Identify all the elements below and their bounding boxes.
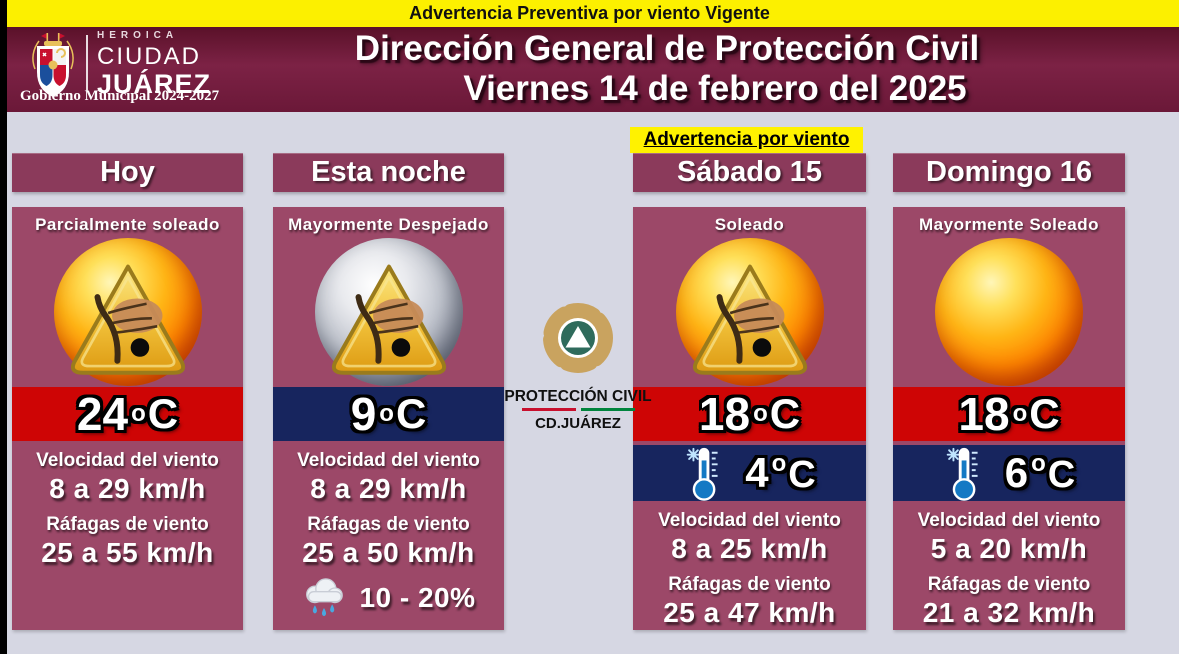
low-temp-band: 4 oC bbox=[633, 445, 866, 501]
logo-title: PROTECCIÓN CIVIL bbox=[504, 388, 652, 405]
temp-unit: C bbox=[1047, 454, 1076, 496]
wind-speed-label: Velocidad del viento bbox=[658, 510, 841, 531]
high-temp-band: 18 o C bbox=[633, 387, 866, 441]
weather-icon-area bbox=[893, 237, 1125, 387]
gust-value: 25 a 47 km/h bbox=[663, 597, 836, 628]
gust-value: 21 a 32 km/h bbox=[922, 597, 1096, 628]
page-header: HEROICA CIUDAD JUÁREZ Gobierno Municipal… bbox=[0, 27, 1179, 112]
tab-domingo-16: Domingo 16 bbox=[893, 153, 1125, 192]
wind-warning-icon bbox=[683, 260, 817, 382]
low-temp-value: 4 bbox=[745, 449, 769, 496]
wind-speed-value: 8 a 29 km/h bbox=[310, 473, 467, 504]
temp-value: 18 bbox=[958, 388, 1010, 440]
condition-text: Mayormente Soleado bbox=[919, 215, 1099, 234]
wind-speed-value: 8 a 25 km/h bbox=[671, 533, 828, 564]
weather-icon-area bbox=[273, 237, 504, 387]
degree-symbol: o bbox=[753, 400, 768, 427]
tab-esta-noche: Esta noche bbox=[273, 153, 504, 192]
temp-unit: C bbox=[147, 390, 179, 437]
wind-speed-label: Velocidad del viento bbox=[297, 450, 480, 471]
tab-sabado-15: Sábado 15 bbox=[633, 153, 866, 192]
brand-heroica: HEROICA bbox=[97, 30, 179, 41]
high-temp-band: 18 o C bbox=[893, 387, 1125, 441]
page-title: Dirección General de Protección Civil Vi… bbox=[215, 29, 1171, 109]
brand-government-term: Gobierno Municipal 2024-2027 bbox=[20, 88, 220, 104]
temp-value: 24 bbox=[76, 388, 129, 440]
gust-label: Ráfagas de viento bbox=[307, 514, 470, 535]
degree-symbol: o bbox=[379, 400, 394, 427]
gust-value: 25 a 50 km/h bbox=[302, 537, 475, 568]
rain-cloud-icon bbox=[301, 578, 347, 618]
wind-warning-icon bbox=[322, 260, 456, 382]
weather-card-hoy: Parcialmente soleado 24 o C Velocidad del … bbox=[12, 207, 243, 630]
brand-ciudad: CIUDAD bbox=[97, 43, 202, 70]
weather-card-domingo-16: Mayormente Soleado 18 o C 6 oC Velocidad de… bbox=[893, 207, 1125, 630]
degree-symbol: o bbox=[1012, 400, 1028, 427]
red-bar bbox=[521, 408, 576, 411]
civil-protection-emblem-icon bbox=[543, 303, 613, 373]
city-crest-icon bbox=[32, 33, 74, 97]
condition-text: Mayormente Despejado bbox=[288, 215, 489, 234]
wind-speed-label: Velocidad del viento bbox=[917, 510, 1101, 531]
gust-value: 25 a 55 km/h bbox=[41, 537, 214, 568]
wind-speed-label: Velocidad del viento bbox=[36, 450, 219, 471]
temp-unit: C bbox=[395, 390, 427, 437]
temp-value: 9 bbox=[350, 388, 377, 440]
weather-icon-area bbox=[633, 237, 866, 387]
temp-unit: C bbox=[788, 454, 816, 496]
brand-juarez: JUÁREZ bbox=[97, 69, 212, 99]
condition-text: Parcialmente soleado bbox=[35, 215, 220, 234]
condition-text: Soleado bbox=[714, 215, 785, 234]
temp-value: 18 bbox=[698, 388, 751, 440]
wind-advisory-text: Advertencia por viento bbox=[643, 129, 850, 150]
wind-speed-value: 8 a 29 km/h bbox=[49, 473, 206, 504]
page-title-line1: Dirección General de Protección Civil bbox=[354, 29, 980, 68]
sun-icon bbox=[935, 238, 1083, 386]
low-temp-value: 6 bbox=[1004, 449, 1029, 496]
temp-unit: C bbox=[769, 390, 801, 437]
freezing-thermometer-icon bbox=[943, 445, 989, 501]
high-temp-band: 24 o C bbox=[12, 387, 243, 441]
header-divider bbox=[86, 35, 88, 91]
low-temp-band: 6 oC bbox=[893, 445, 1125, 501]
gust-label: Ráfagas de viento bbox=[668, 574, 831, 595]
page-left-border bbox=[0, 0, 7, 654]
alert-banner-text: Advertencia Preventiva por viento Vigent… bbox=[409, 3, 770, 23]
wind-warning-icon bbox=[61, 260, 195, 382]
tab-hoy: Hoy bbox=[12, 153, 243, 192]
precipitation-chance: 10 - 20% bbox=[359, 582, 476, 613]
gust-label: Ráfagas de viento bbox=[46, 514, 209, 535]
wind-advisory-label: Advertencia por viento bbox=[630, 127, 863, 153]
city-brand: HEROICA CIUDAD JUÁREZ bbox=[97, 31, 211, 98]
precipitation-row: 10 - 20% bbox=[273, 578, 504, 618]
freezing-thermometer-icon bbox=[683, 445, 729, 501]
weather-icon-area bbox=[12, 237, 243, 387]
logo-subtitle: CD.JUÁREZ bbox=[535, 415, 621, 432]
temp-unit: C bbox=[1029, 390, 1060, 437]
weather-card-sabado-15: Soleado 18 o C 4 oC Velocidad del viento 8 … bbox=[633, 207, 866, 630]
degree-symbol: o bbox=[131, 400, 146, 427]
alert-banner: Advertencia Preventiva por viento Vigent… bbox=[0, 0, 1179, 27]
proteccion-civil-logo: PROTECCIÓN CIVIL CD.JUÁREZ bbox=[504, 300, 652, 432]
degree-symbol: o bbox=[1031, 450, 1046, 477]
page-title-line2: Viernes 14 de febrero del 2025 bbox=[463, 69, 967, 108]
gust-label: Ráfagas de viento bbox=[927, 574, 1091, 595]
wind-speed-value: 5 a 20 km/h bbox=[930, 533, 1088, 564]
degree-symbol: o bbox=[771, 450, 787, 477]
flag-color-bars bbox=[504, 408, 652, 411]
green-bar bbox=[580, 408, 635, 411]
